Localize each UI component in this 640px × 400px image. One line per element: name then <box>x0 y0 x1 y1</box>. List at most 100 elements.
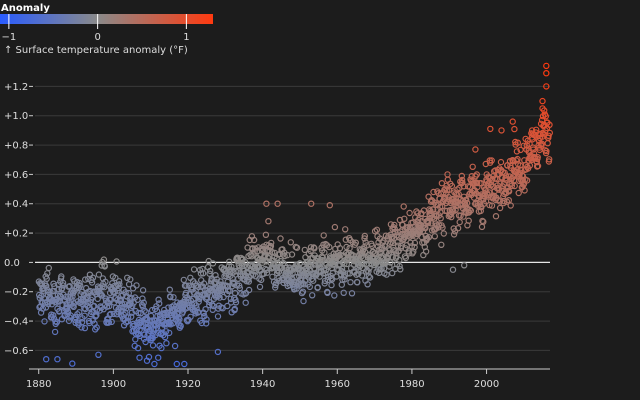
data-point <box>391 221 398 229</box>
y-tick-label: −0.6 <box>4 346 28 357</box>
data-point <box>472 146 479 153</box>
data-point <box>76 282 84 289</box>
data-point <box>58 273 65 280</box>
data-point <box>458 172 465 180</box>
data-point <box>177 322 184 330</box>
data-point <box>176 316 183 323</box>
data-point <box>541 107 548 114</box>
data-point <box>245 278 252 285</box>
data-point <box>166 286 173 293</box>
data-point <box>495 186 502 193</box>
data-point <box>401 215 408 222</box>
data-point <box>534 153 541 161</box>
data-point <box>344 270 351 277</box>
data-point <box>502 172 510 179</box>
data-point <box>127 276 134 283</box>
data-point <box>235 282 243 289</box>
x-tick-label: 2000 <box>474 379 499 390</box>
data-point <box>154 354 162 361</box>
data-point <box>422 248 430 255</box>
data-point <box>340 289 347 296</box>
data-point <box>341 276 348 283</box>
data-point <box>215 305 222 312</box>
x-tick-label: 1960 <box>325 379 350 390</box>
data-point <box>250 267 257 274</box>
data-point <box>216 294 223 301</box>
data-point <box>488 157 495 164</box>
data-point <box>523 177 531 184</box>
data-point <box>140 299 147 306</box>
data-point <box>155 300 163 307</box>
data-point <box>457 212 464 219</box>
legend-tick-label: −1 <box>2 32 17 43</box>
data-point <box>463 196 470 203</box>
data-point <box>324 289 331 296</box>
data-point <box>145 353 153 361</box>
data-point <box>289 269 296 277</box>
data-point <box>209 260 217 267</box>
data-point <box>76 279 83 287</box>
data-point <box>342 236 349 243</box>
data-point <box>263 269 271 276</box>
y-tick-label: +1.2 <box>4 82 28 93</box>
data-point <box>448 182 456 190</box>
data-point <box>534 162 542 170</box>
data-point <box>151 360 158 368</box>
data-point <box>517 146 524 154</box>
data-point <box>482 197 490 205</box>
data-point <box>173 360 180 368</box>
data-point <box>129 285 137 292</box>
data-point <box>55 285 63 293</box>
color-legend: Anomaly −1 0 1 <box>0 3 213 43</box>
data-point <box>274 200 281 207</box>
data-point <box>526 140 533 148</box>
data-point <box>440 230 447 237</box>
data-point <box>368 242 376 249</box>
data-point <box>180 276 187 284</box>
data-point <box>538 140 546 147</box>
data-point <box>530 146 537 153</box>
data-point <box>362 239 369 246</box>
data-point <box>71 278 78 285</box>
data-point <box>321 249 328 256</box>
data-point <box>400 203 407 210</box>
data-point <box>326 243 333 251</box>
data-point <box>431 233 438 240</box>
data-point <box>477 207 484 215</box>
data-point <box>513 148 521 155</box>
data-point <box>89 274 97 281</box>
data-point <box>386 263 393 270</box>
data-point <box>344 251 351 258</box>
data-point <box>220 293 227 301</box>
data-point <box>277 235 284 242</box>
data-point <box>189 286 196 293</box>
data-point <box>543 83 550 90</box>
data-point <box>477 179 485 187</box>
data-point <box>438 179 446 187</box>
data-point <box>258 276 265 284</box>
data-point <box>346 244 353 252</box>
data-point <box>361 232 368 240</box>
data-point <box>187 274 194 281</box>
data-point <box>161 333 169 341</box>
data-point <box>291 285 298 292</box>
data-point <box>308 200 315 207</box>
data-point <box>123 274 131 281</box>
data-point <box>300 297 307 305</box>
data-point <box>70 303 77 310</box>
legend-color-ramp <box>0 14 213 24</box>
data-point <box>41 318 48 325</box>
y-tick-label: +0.6 <box>4 170 28 181</box>
data-point <box>543 62 550 70</box>
data-point <box>310 277 317 284</box>
data-point <box>521 187 528 194</box>
data-point <box>301 281 308 288</box>
data-point <box>466 183 474 191</box>
data-point <box>373 226 381 233</box>
data-point <box>481 190 488 197</box>
x-tick-label: 1920 <box>175 379 200 390</box>
data-point <box>326 201 333 209</box>
data-point <box>428 220 435 227</box>
data-point <box>361 235 368 242</box>
data-point <box>134 344 142 352</box>
